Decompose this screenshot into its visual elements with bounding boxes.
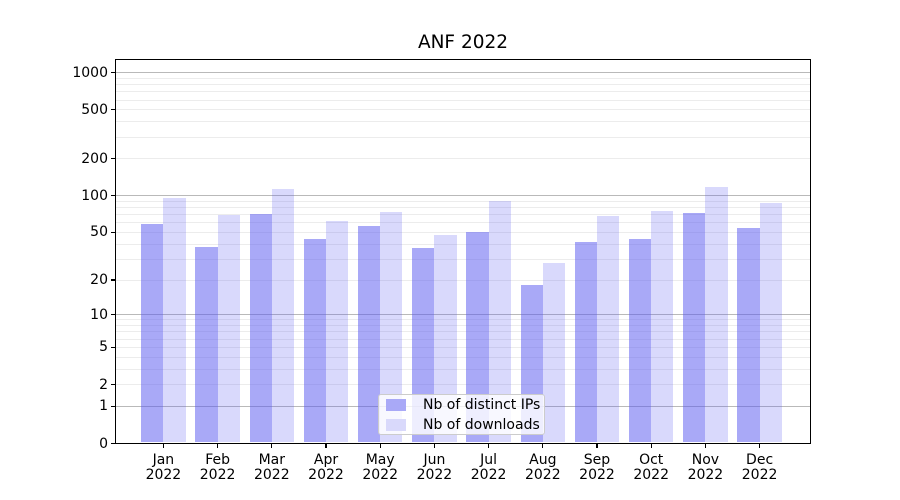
y-tick-label: 500 <box>81 101 108 118</box>
y-tick-mark <box>111 346 115 348</box>
legend: Nb of distinct IPs Nb of downloads <box>378 394 545 435</box>
bar-downloads <box>326 221 349 443</box>
x-tick-mark <box>488 443 490 448</box>
x-tick-mark <box>325 443 327 448</box>
x-tick-label: Jul 2022 <box>470 452 507 483</box>
y-tick-label: 20 <box>90 272 108 289</box>
bar-downloads <box>434 234 457 443</box>
x-tick-mark <box>704 443 706 448</box>
y-tick-mark <box>111 314 115 316</box>
bar-distinct-ips <box>466 232 489 443</box>
minor-gridline <box>115 158 811 160</box>
y-tick-label: 1000 <box>72 64 108 81</box>
bar-distinct-ips <box>249 213 272 443</box>
x-tick-label: Feb 2022 <box>199 452 236 483</box>
y-tick-label: 1 <box>99 398 108 415</box>
x-tick-mark <box>217 443 219 448</box>
y-tick-label: 0 <box>99 435 108 452</box>
bar-distinct-ips <box>629 239 652 443</box>
minor-gridline <box>115 99 811 101</box>
y-tick-mark <box>111 231 115 234</box>
legend-swatch-distinct-ips <box>386 398 406 411</box>
y-tick-label: 10 <box>90 306 108 323</box>
x-tick-mark <box>162 443 164 448</box>
legend-item-distinct-ips: Nb of distinct IPs <box>386 396 544 414</box>
x-tick-label: Jan 2022 <box>145 452 182 483</box>
y-tick-label: 100 <box>81 187 108 204</box>
x-tick-label: Apr 2022 <box>308 452 344 483</box>
bar-distinct-ips <box>303 239 326 443</box>
bar-distinct-ips <box>574 241 597 443</box>
y-tick-mark <box>111 72 115 74</box>
minor-gridline <box>115 136 811 138</box>
major-gridline <box>115 72 811 74</box>
legend-label-distinct-ips: Nb of distinct IPs <box>423 396 541 413</box>
y-tick-mark <box>111 383 115 386</box>
bar-downloads <box>597 216 620 443</box>
minor-gridline <box>115 109 811 111</box>
bar-downloads <box>488 201 511 443</box>
y-tick-label: 50 <box>90 224 108 241</box>
x-tick-mark <box>650 443 652 448</box>
bar-downloads <box>542 262 565 443</box>
legend-item-downloads: Nb of downloads <box>386 416 544 434</box>
chart-title: ANF 2022 <box>417 32 509 53</box>
x-tick-label: Mar 2022 <box>253 452 290 483</box>
y-tick-mark <box>111 279 115 281</box>
bar-downloads <box>380 211 403 443</box>
bar-downloads <box>163 198 186 443</box>
bar-distinct-ips <box>412 248 435 443</box>
bar-distinct-ips <box>737 228 760 443</box>
y-tick-label: 200 <box>81 150 108 167</box>
y-tick-mark <box>111 109 115 111</box>
x-tick-label: Nov 2022 <box>687 452 724 483</box>
bar-downloads <box>217 214 240 443</box>
minor-gridline <box>115 121 811 123</box>
x-tick-label: May 2022 <box>362 452 398 483</box>
x-tick-mark <box>379 443 381 448</box>
y-tick-mark <box>111 195 115 197</box>
bar-downloads <box>705 187 728 443</box>
x-tick-mark <box>433 443 435 448</box>
x-tick-label: Dec 2022 <box>741 452 778 483</box>
y-tick-mark <box>111 442 115 445</box>
minor-gridline <box>115 91 811 93</box>
x-tick-mark <box>542 443 544 448</box>
x-tick-mark <box>271 443 273 448</box>
x-tick-label: Jun 2022 <box>416 452 453 483</box>
y-tick-mark <box>111 405 115 407</box>
bar-distinct-ips <box>141 223 164 443</box>
legend-label-downloads: Nb of downloads <box>423 416 540 433</box>
bar-downloads <box>651 211 674 443</box>
bar-downloads <box>759 202 782 443</box>
x-tick-mark <box>759 443 761 448</box>
legend-swatch-downloads <box>386 418 406 431</box>
x-tick-mark <box>596 443 598 448</box>
y-tick-mark <box>111 158 115 160</box>
bar-distinct-ips <box>358 225 381 443</box>
x-tick-label: Sep 2022 <box>579 452 615 483</box>
x-tick-label: Oct 2022 <box>633 452 669 483</box>
y-tick-label: 5 <box>99 339 108 356</box>
bar-downloads <box>271 188 294 443</box>
bar-distinct-ips <box>683 213 706 443</box>
x-tick-label: Aug 2022 <box>524 452 561 483</box>
minor-gridline <box>115 84 811 86</box>
y-tick-label: 2 <box>99 376 108 393</box>
bar-distinct-ips <box>195 246 218 443</box>
minor-gridline <box>115 77 811 79</box>
